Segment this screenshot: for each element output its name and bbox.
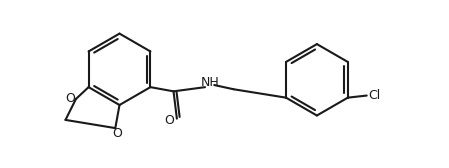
Text: O: O — [112, 127, 122, 140]
Text: O: O — [164, 114, 174, 127]
Text: NH: NH — [201, 76, 220, 89]
Text: Cl: Cl — [368, 89, 380, 102]
Text: O: O — [66, 92, 75, 104]
